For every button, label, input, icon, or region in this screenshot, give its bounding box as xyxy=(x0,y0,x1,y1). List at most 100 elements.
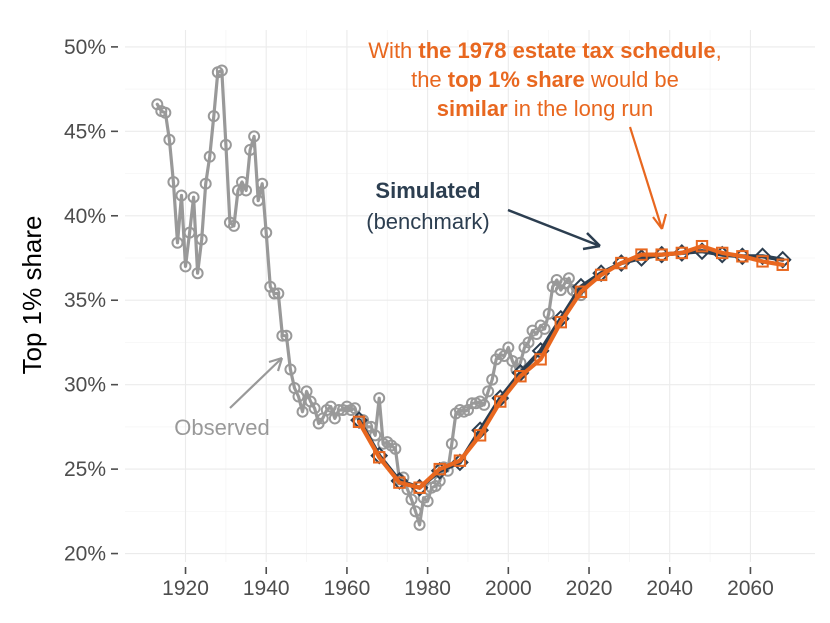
point-observed xyxy=(199,177,212,190)
point-observed xyxy=(268,287,281,300)
point-observed xyxy=(284,363,297,376)
point-observed xyxy=(219,138,232,151)
point-observed xyxy=(215,64,228,77)
point-observed xyxy=(445,437,458,450)
point-observed xyxy=(256,177,269,190)
point-observed xyxy=(280,329,293,342)
point-observed xyxy=(522,336,535,349)
point-observed xyxy=(433,474,446,487)
point-observed xyxy=(248,130,261,143)
estate-line-2: the top 1% share would be xyxy=(411,67,679,92)
point-estate_1978 xyxy=(756,255,769,268)
series-estate_1978 xyxy=(352,239,789,494)
point-observed xyxy=(187,191,200,204)
point-observed xyxy=(413,518,426,531)
point-observed xyxy=(300,385,313,398)
point-simulated xyxy=(773,250,792,269)
x-tick-label: 2060 xyxy=(727,577,774,600)
point-observed xyxy=(252,194,265,207)
point-estate_1978 xyxy=(373,451,386,464)
y-tick-label: 20% xyxy=(64,543,106,566)
estate-arrowhead xyxy=(652,213,668,230)
x-tick-label: 1920 xyxy=(162,577,209,600)
point-observed xyxy=(486,373,499,386)
point-observed xyxy=(240,184,253,197)
y-tick-label: 30% xyxy=(64,374,106,397)
y-tick-label: 45% xyxy=(64,120,106,143)
simulated-arrow xyxy=(507,208,601,248)
point-observed xyxy=(502,341,515,354)
point-estate_1978 xyxy=(534,353,547,366)
series-line-observed xyxy=(155,68,583,527)
series-line-estate_1978 xyxy=(356,244,785,490)
point-observed xyxy=(482,385,495,398)
estate-line-3: similar in the long run xyxy=(437,96,653,121)
point-observed xyxy=(207,110,220,123)
point-estate_1978 xyxy=(635,248,648,261)
x-tick-label: 1960 xyxy=(324,577,371,600)
point-estate_1978 xyxy=(473,429,487,442)
point-observed xyxy=(183,226,196,239)
x-tick-label: 2040 xyxy=(646,577,693,600)
point-estate_1978 xyxy=(413,481,426,494)
observed-label: Observed xyxy=(174,415,269,440)
point-observed xyxy=(478,398,491,411)
point-estate_1978 xyxy=(594,268,608,282)
series-observed xyxy=(151,64,587,531)
point-observed xyxy=(203,150,216,163)
point-estate_1978 xyxy=(514,370,527,383)
point-observed xyxy=(195,233,208,246)
point-observed xyxy=(373,392,386,405)
point-observed xyxy=(409,505,422,518)
simulated-label: Simulated xyxy=(375,178,480,203)
point-observed xyxy=(175,189,188,202)
point-observed xyxy=(421,495,434,508)
y-tick-label: 50% xyxy=(64,36,106,59)
annotation-estate-tax: With the 1978 estate tax schedule, the t… xyxy=(368,38,722,230)
point-observed xyxy=(369,429,382,442)
simulated-sublabel: (benchmark) xyxy=(366,209,489,234)
point-observed xyxy=(244,143,257,156)
point-observed xyxy=(308,402,321,415)
point-estate_1978 xyxy=(574,285,588,298)
point-observed xyxy=(227,219,240,232)
grid xyxy=(125,30,815,562)
y-tick-label: 40% xyxy=(64,205,106,228)
observed-arrowhead xyxy=(268,356,284,372)
point-observed xyxy=(542,307,555,320)
point-estate_1978 xyxy=(615,256,628,270)
point-estate_1978 xyxy=(352,415,366,429)
point-observed xyxy=(163,133,176,146)
point-observed xyxy=(159,106,172,119)
annotation-observed: Observed xyxy=(174,356,284,440)
point-estate_1978 xyxy=(736,250,749,263)
point-estate_1978 xyxy=(776,258,789,271)
y-axis: 20% 25% 30% 35% 40% 45% 50% xyxy=(64,36,118,566)
point-estate_1978 xyxy=(655,248,668,261)
point-observed xyxy=(171,236,184,249)
simulated-arrowhead xyxy=(582,232,601,251)
point-observed xyxy=(272,287,285,300)
estate-arrow xyxy=(628,126,664,230)
point-observed xyxy=(389,442,402,455)
point-estate_1978 xyxy=(695,239,709,253)
x-tick-label: 1980 xyxy=(404,577,451,600)
x-tick-label: 2000 xyxy=(485,577,532,600)
point-observed xyxy=(349,402,361,415)
point-observed xyxy=(276,329,289,342)
point-observed xyxy=(538,322,551,335)
point-estate_1978 xyxy=(453,454,467,467)
plot-area xyxy=(151,64,792,531)
point-observed xyxy=(466,397,479,410)
point-observed xyxy=(405,493,418,506)
point-observed xyxy=(260,226,273,239)
point-estate_1978 xyxy=(433,462,446,476)
estate-line-1: With the 1978 estate tax schedule, xyxy=(368,38,721,63)
y-tick-label: 35% xyxy=(64,289,106,312)
point-estate_1978 xyxy=(494,395,507,408)
x-axis: 1920 1940 1960 1980 2000 2020 2040 2060 xyxy=(162,567,774,600)
point-observed xyxy=(514,356,527,369)
observed-arrow xyxy=(229,357,283,409)
y-axis-title: Top 1% share xyxy=(17,216,47,375)
